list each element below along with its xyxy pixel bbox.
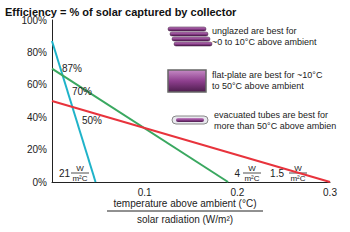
svg-text:0.3: 0.3: [323, 187, 337, 198]
svg-text:0.2: 0.2: [230, 187, 244, 198]
svg-text:80%: 80%: [27, 47, 47, 58]
svg-text:m²C: m²C: [72, 174, 87, 183]
svg-text:~0 to 10°C above ambient: ~0 to 10°C above ambient: [212, 37, 317, 47]
svg-text:to 50°C above ambient: to 50°C above ambient: [212, 81, 304, 91]
svg-text:more than 50°C above ambien: more than 50°C above ambien: [214, 121, 336, 131]
svg-text:Efficiency = % of solar captur: Efficiency = % of solar captured by coll…: [5, 6, 237, 18]
svg-text:m²C: m²C: [244, 174, 259, 183]
svg-text:0%: 0%: [33, 177, 48, 188]
svg-text:100%: 100%: [21, 14, 47, 26]
svg-text:40%: 40%: [27, 112, 47, 123]
svg-text:50%: 50%: [82, 115, 102, 126]
svg-text:W: W: [248, 164, 256, 173]
svg-text:20%: 20%: [27, 144, 47, 155]
svg-text:4: 4: [234, 168, 240, 179]
svg-text:evacuated tubes are best for: evacuated tubes are best for: [214, 110, 328, 120]
svg-text:temperature above ambient (°C): temperature above ambient (°C): [114, 198, 257, 209]
svg-text:W: W: [294, 163, 302, 173]
svg-text:1.5: 1.5: [270, 168, 284, 179]
svg-text:W: W: [76, 164, 84, 173]
svg-text:flat-plate are best for ~10°C: flat-plate are best for ~10°C: [212, 70, 323, 80]
svg-text:solar radiation (W/m²): solar radiation (W/m²): [137, 214, 233, 225]
svg-text:87%: 87%: [62, 63, 82, 74]
svg-text:unglazed are best for: unglazed are best for: [212, 26, 297, 36]
svg-text:21: 21: [59, 168, 71, 179]
svg-text:70%: 70%: [72, 86, 92, 97]
svg-text:0.1: 0.1: [138, 187, 152, 198]
svg-text:60%: 60%: [27, 79, 47, 90]
svg-text:m²C: m²C: [290, 173, 306, 183]
